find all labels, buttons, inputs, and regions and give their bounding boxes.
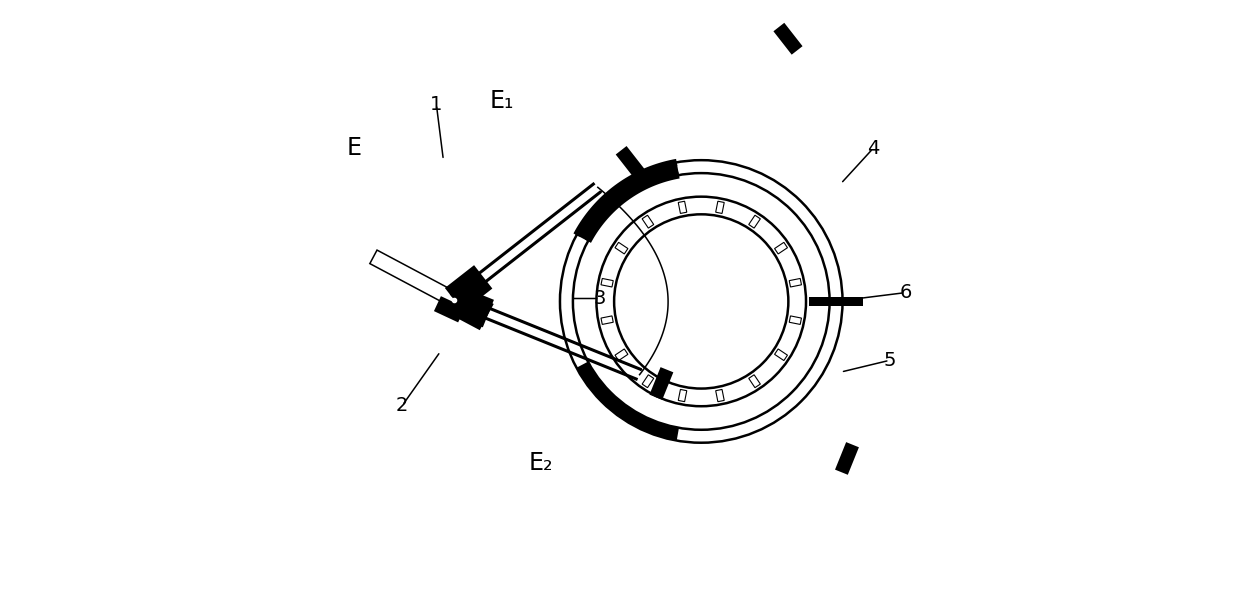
Polygon shape (808, 297, 863, 306)
Polygon shape (642, 215, 653, 228)
Polygon shape (774, 23, 802, 55)
Polygon shape (715, 201, 724, 214)
Polygon shape (448, 287, 494, 330)
Text: 1: 1 (430, 95, 443, 114)
Polygon shape (775, 242, 787, 254)
Polygon shape (789, 278, 801, 287)
Polygon shape (615, 242, 627, 254)
Polygon shape (601, 278, 614, 287)
Polygon shape (370, 250, 458, 306)
Polygon shape (650, 367, 673, 400)
Text: E₁: E₁ (490, 90, 515, 113)
Polygon shape (577, 162, 680, 241)
Polygon shape (835, 442, 859, 475)
Polygon shape (601, 316, 614, 324)
Polygon shape (445, 265, 492, 312)
Text: 4: 4 (867, 139, 879, 158)
Polygon shape (678, 389, 687, 402)
Polygon shape (616, 146, 645, 178)
Polygon shape (715, 389, 724, 402)
Polygon shape (749, 375, 760, 387)
Polygon shape (434, 296, 465, 322)
Polygon shape (642, 375, 653, 387)
Text: E₂: E₂ (528, 451, 553, 475)
Text: E: E (346, 136, 361, 161)
Polygon shape (775, 349, 787, 361)
Polygon shape (749, 215, 760, 228)
Text: 2: 2 (396, 396, 408, 415)
Polygon shape (577, 362, 680, 441)
Polygon shape (678, 201, 687, 214)
Text: 6: 6 (899, 283, 911, 302)
Polygon shape (789, 316, 801, 324)
Polygon shape (615, 349, 627, 361)
Text: 3: 3 (593, 289, 605, 308)
Polygon shape (449, 286, 494, 327)
Text: 5: 5 (883, 351, 895, 370)
